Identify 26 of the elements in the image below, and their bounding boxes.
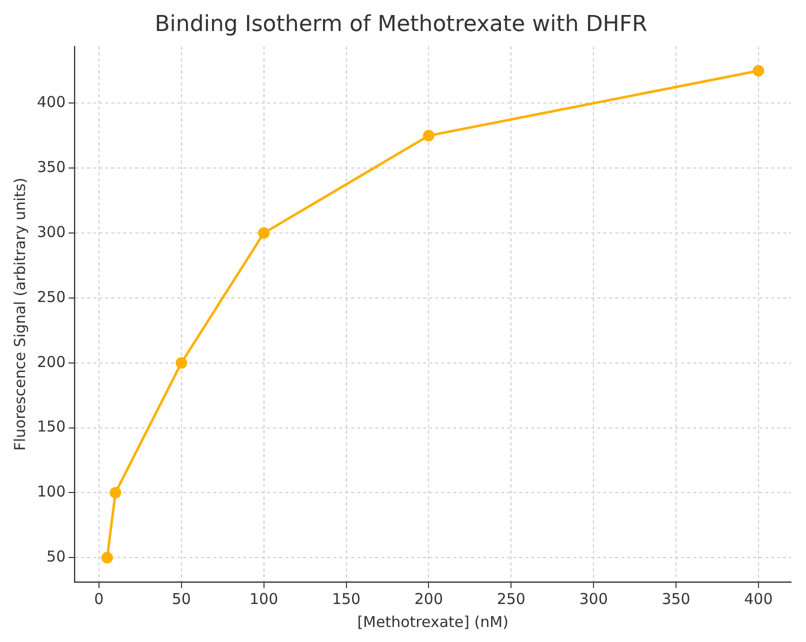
x-tick-label: 300: [579, 590, 608, 608]
x-tick-label: 400: [744, 590, 773, 608]
y-tick-label: 100: [36, 482, 66, 501]
x-tick-label: 250: [496, 590, 526, 608]
point: [110, 486, 122, 498]
y-axis-title: Fluorescence Signal (arbitrary units): [10, 178, 29, 451]
x-tick-label: 200: [414, 590, 444, 608]
point: [752, 64, 764, 76]
chart-title: Binding Isotherm of Methotrexate with DHFR: [154, 12, 648, 37]
x-tick-label: 0: [94, 590, 104, 608]
point: [422, 130, 434, 142]
y-tick-label: 300: [36, 222, 66, 241]
y-tick-label: 200: [36, 352, 66, 371]
point: [176, 357, 188, 369]
x-tick-label: 350: [662, 590, 690, 608]
y-tick-label: 400: [36, 93, 66, 112]
y-tick-label: 250: [36, 288, 66, 306]
x-tick-label: 100: [250, 590, 278, 608]
y-tick-label: 150: [36, 418, 66, 436]
x-tick-label: 150: [332, 590, 361, 608]
x-axis-title: [Methotrexate] (nM): [357, 612, 508, 631]
point: [101, 552, 113, 564]
point: [258, 227, 270, 239]
y-tick-label: 50: [46, 548, 66, 566]
y-tick-label: 350: [36, 158, 66, 176]
x-tick-label: 50: [172, 590, 191, 608]
